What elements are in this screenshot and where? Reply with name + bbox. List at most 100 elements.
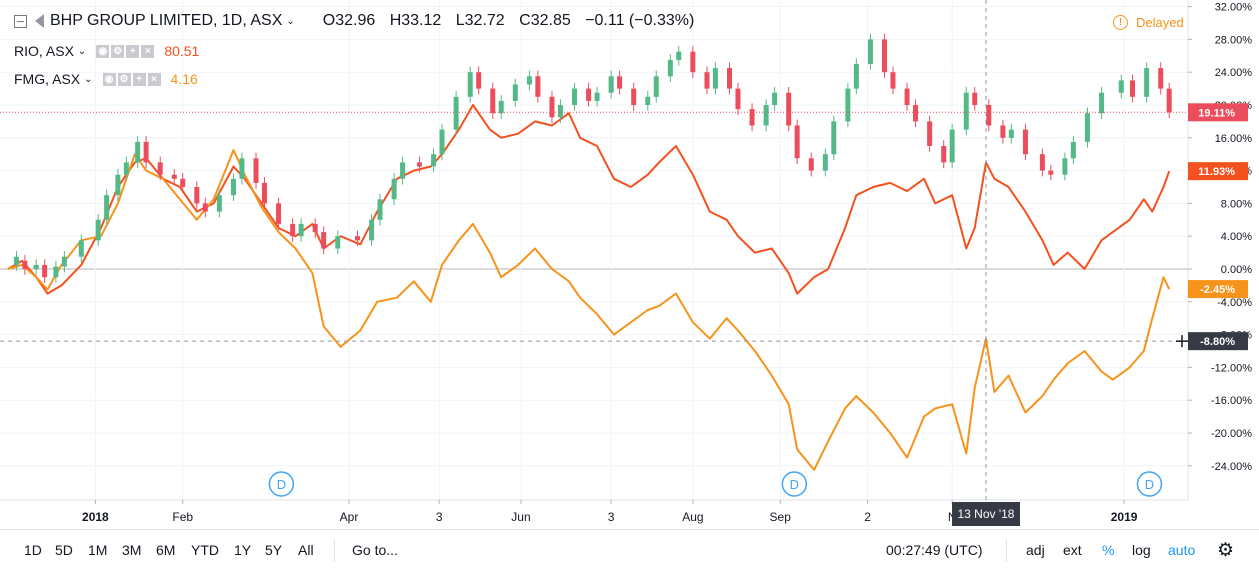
utc-clock[interactable]: 00:27:49 (UTC): [886, 542, 983, 558]
dividend-marker-circle: [268, 471, 295, 497]
close-icon[interactable]: ×: [147, 72, 161, 86]
chevron-down-icon[interactable]: ⌄: [77, 45, 87, 57]
candle-body: [690, 51, 696, 73]
candle-body: [594, 92, 600, 101]
auto-toggle[interactable]: auto: [1168, 542, 1196, 558]
candle-body: [972, 92, 978, 105]
candle-body: [377, 199, 383, 220]
settings-icon[interactable]: ⚙: [117, 72, 131, 86]
collapse-legend-button[interactable]: [14, 14, 27, 28]
y-tick-label: 32.00%: [1215, 2, 1253, 14]
x-tick-label: 3: [608, 510, 615, 524]
candle-body: [298, 223, 304, 237]
adj-toggle[interactable]: adj: [1026, 542, 1045, 558]
candle-body: [526, 76, 532, 85]
axis-value-text: -2.45%: [1200, 284, 1235, 296]
candle-body: [676, 51, 682, 60]
candlestick-series-bhp[interactable]: [13, 33, 1172, 283]
goto-button[interactable]: Go to...: [352, 542, 398, 558]
eye-icon[interactable]: ◉: [96, 44, 110, 58]
ext-toggle[interactable]: ext: [1063, 542, 1082, 558]
candle-body: [498, 100, 504, 114]
x-tick-label: Sep: [770, 510, 792, 524]
candle-body: [42, 264, 48, 278]
candle-body: [61, 256, 67, 267]
candle-body: [115, 174, 121, 196]
candle-body: [354, 236, 360, 241]
toolbar-divider: [1006, 540, 1007, 562]
gear-icon[interactable]: ⚙: [1217, 540, 1235, 561]
candle-body: [369, 219, 375, 241]
candle-body: [786, 92, 792, 126]
percent-toggle[interactable]: %: [1102, 542, 1115, 558]
ohlc-values: O32.96 H33.12 L32.72 C32.85 −0.11 (−0.33…: [323, 12, 705, 30]
candle-body: [882, 39, 888, 73]
candle-body: [712, 68, 718, 89]
period-3m[interactable]: 3M: [122, 542, 142, 558]
candle-body: [230, 178, 236, 196]
x-tick-label: 2: [864, 510, 871, 524]
dividend-marker[interactable]: D: [1136, 471, 1163, 497]
period-all[interactable]: All: [298, 542, 314, 558]
dividend-marker[interactable]: D: [781, 471, 808, 497]
add-icon[interactable]: +: [126, 44, 140, 58]
dividend-marker-label: D: [277, 477, 286, 492]
x-tick-label: 2018: [82, 510, 109, 524]
period-1m[interactable]: 1M: [88, 542, 108, 558]
y-tick-label: 24.00%: [1215, 67, 1253, 79]
compare-symbol-fmg[interactable]: FMG, ASX: [14, 71, 81, 87]
settings-icon[interactable]: ⚙: [111, 44, 125, 58]
candle-body: [400, 162, 406, 179]
period-5y[interactable]: 5Y: [265, 542, 283, 558]
bottom-toolbar: 1D 5D 1M 3M 6M YTD 1Y 5Y All Go to... 00…: [0, 529, 1259, 573]
chevron-down-icon[interactable]: ⌄: [84, 73, 93, 85]
log-toggle[interactable]: log: [1132, 542, 1151, 558]
chevron-down-icon[interactable]: ⌄: [286, 15, 295, 27]
candle-body: [653, 76, 659, 97]
candle-body: [1070, 141, 1076, 159]
period-ytd[interactable]: YTD: [191, 542, 219, 558]
candle-body: [557, 105, 563, 118]
x-tick-label: 2019: [1111, 510, 1138, 524]
y-tick-label: -16.00%: [1211, 395, 1252, 407]
candle-body: [253, 158, 259, 183]
candle-body: [123, 162, 129, 175]
axis-value-text: 19.11%: [1198, 107, 1235, 119]
candle-body: [312, 223, 318, 233]
period-1y[interactable]: 1Y: [234, 542, 252, 558]
add-icon[interactable]: +: [132, 72, 146, 86]
close-icon[interactable]: ×: [141, 44, 155, 58]
compare-symbol-rio[interactable]: RIO, ASX: [14, 43, 74, 59]
compare-value-rio: 80.51: [164, 43, 200, 59]
crosshair-date-label: 13 Nov '18: [957, 507, 1014, 521]
period-6m[interactable]: 6M: [156, 542, 176, 558]
x-tick-label: Jun: [511, 510, 530, 524]
flag-icon[interactable]: [35, 14, 44, 28]
low-value: L32.72: [455, 12, 505, 29]
candle-body: [467, 72, 473, 97]
candle-body: [667, 59, 673, 77]
dividend-marker-circle: [781, 471, 808, 497]
candle-body: [571, 88, 577, 105]
period-1d[interactable]: 1D: [24, 542, 42, 558]
delayed-indicator[interactable]: ! Delayed: [1113, 15, 1184, 30]
series-line-fmg[interactable]: [7, 149, 1171, 471]
grid-lines: [0, 0, 1188, 500]
candle-body: [1130, 80, 1136, 97]
eye-icon[interactable]: ◉: [102, 72, 116, 86]
dividend-marker[interactable]: D: [268, 471, 295, 497]
candle-body: [1166, 88, 1172, 113]
high-value: H33.12: [389, 12, 442, 29]
series-line-rio[interactable]: [7, 104, 1171, 295]
candle-body: [1000, 125, 1006, 138]
compare-value-fmg: 4.16: [170, 71, 198, 87]
candle-body: [535, 76, 541, 97]
candle-body: [549, 96, 555, 118]
symbol-title[interactable]: BHP GROUP LIMITED, 1D, ASX: [50, 12, 283, 29]
candle-body: [194, 187, 200, 204]
candle-body: [261, 182, 267, 204]
candle-body: [453, 96, 459, 130]
period-5d[interactable]: 5D: [55, 542, 73, 558]
candle-body: [608, 76, 614, 93]
